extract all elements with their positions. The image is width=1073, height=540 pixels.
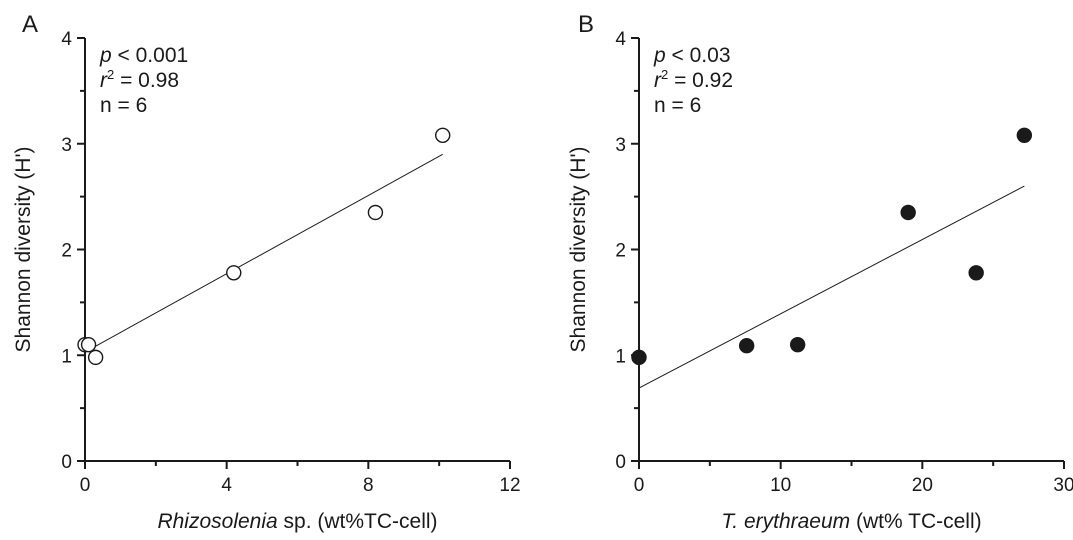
x-axis-title-units: (wt% TC-cell) bbox=[850, 510, 981, 533]
regression-line bbox=[84, 153, 443, 353]
p-symbol: p bbox=[99, 44, 112, 67]
x-tick-label: 0 bbox=[80, 475, 91, 496]
data-point bbox=[1016, 127, 1033, 143]
x-tick-label: 8 bbox=[363, 475, 374, 496]
r-superscript: 2 bbox=[661, 67, 668, 82]
r-squared-label: r2 = 0.98 bbox=[100, 67, 179, 92]
data-point bbox=[435, 127, 451, 143]
x-axis-title-species: T. erythraeum bbox=[721, 510, 850, 533]
y-tick-label: 0 bbox=[615, 452, 626, 473]
r-squared-label: r2 = 0.92 bbox=[654, 67, 733, 92]
panel-label: B bbox=[578, 11, 594, 38]
x-tick-label: 10 bbox=[770, 475, 791, 496]
p-value: < 0.03 bbox=[666, 44, 731, 67]
r-squared-value: = 0.92 bbox=[668, 69, 733, 92]
y-tick-label: 2 bbox=[615, 241, 626, 262]
data-point bbox=[226, 265, 242, 281]
y-tick-label: 4 bbox=[61, 29, 72, 50]
data-point bbox=[80, 336, 97, 353]
data-point bbox=[789, 336, 806, 353]
x-tick-label: 4 bbox=[221, 475, 232, 496]
y-tick-label: 3 bbox=[61, 135, 72, 156]
r-superscript: 2 bbox=[107, 67, 114, 82]
sample-size-label: n = 6 bbox=[100, 94, 147, 117]
data-point bbox=[900, 204, 916, 221]
panel-label: A bbox=[22, 11, 38, 38]
x-axis-title: Rhizosolenia sp. (wt%TC-cell) bbox=[157, 510, 437, 533]
data-point bbox=[738, 338, 755, 354]
x-axis-title-units: sp. (wt%TC-cell) bbox=[278, 510, 438, 533]
p-value: < 0.001 bbox=[112, 44, 188, 67]
p-value-label: p < 0.03 bbox=[653, 44, 731, 67]
y-tick-label: 3 bbox=[615, 135, 626, 156]
y-tick-label: 1 bbox=[61, 346, 72, 367]
data-point bbox=[87, 349, 104, 366]
x-axis-title-species: Rhizosolenia bbox=[157, 510, 277, 533]
y-tick-label: 0 bbox=[61, 452, 72, 473]
y-tick-label: 1 bbox=[615, 346, 626, 367]
y-axis-title: Shannon diversity (H') bbox=[12, 147, 35, 353]
x-axis-title: T. erythraeum (wt% TC-cell) bbox=[721, 510, 981, 533]
sample-size-label: n = 6 bbox=[654, 94, 701, 117]
x-tick-label: 0 bbox=[634, 475, 645, 496]
r-squared-value: = 0.98 bbox=[114, 69, 179, 92]
x-tick-label: 30 bbox=[1053, 475, 1073, 496]
y-tick-label: 4 bbox=[615, 29, 626, 50]
y-axis-title: Shannon diversity (H') bbox=[567, 147, 590, 353]
r-symbol: r bbox=[654, 69, 662, 92]
panel-b: 0 1 2 3 4 0 10 20 30 B Shannon diversity (H') T. er… bbox=[567, 11, 1073, 533]
data-point bbox=[631, 349, 647, 366]
x-tick-label: 20 bbox=[912, 475, 933, 496]
x-tick-label: 12 bbox=[499, 475, 520, 496]
p-symbol: p bbox=[653, 44, 666, 67]
data-point bbox=[968, 265, 984, 281]
p-value-label: p < 0.001 bbox=[99, 44, 188, 67]
data-point bbox=[367, 204, 384, 221]
r-symbol: r bbox=[100, 69, 108, 92]
regression-line bbox=[638, 185, 1025, 389]
y-tick-label: 2 bbox=[61, 241, 72, 262]
